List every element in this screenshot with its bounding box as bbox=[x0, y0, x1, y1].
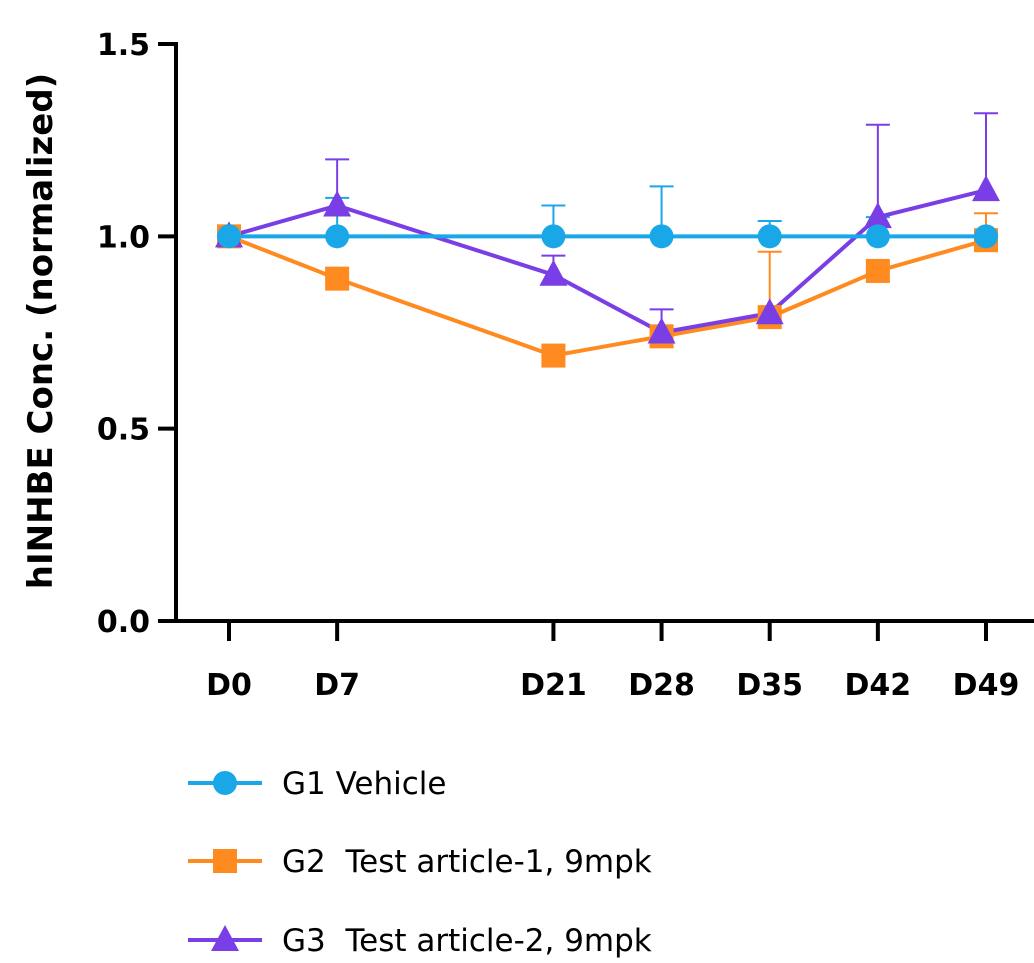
data-point bbox=[865, 224, 890, 249]
x-tick-label: D42 bbox=[845, 668, 912, 703]
series-markers bbox=[215, 175, 1000, 368]
y-tick-label: 0.0 bbox=[97, 605, 150, 640]
x-tick-label: D0 bbox=[206, 668, 252, 703]
legend-marker bbox=[211, 925, 239, 951]
y-tick-label: 0.5 bbox=[97, 413, 150, 448]
data-point bbox=[755, 298, 784, 325]
legend: G1 Vehicle G2 Test article-1, 9mpk G3 Test… bbox=[188, 766, 652, 959]
data-point bbox=[539, 259, 568, 286]
error-bars bbox=[325, 112, 998, 333]
x-tick-label: D35 bbox=[736, 668, 803, 703]
data-point bbox=[647, 317, 676, 344]
axes: 0.0 0.5 1.0 1.5 D0 D7 D21 D28 D35 D42 D49 bbox=[97, 28, 1034, 703]
legend-label: G2 Test article-1, 9mpk bbox=[282, 844, 652, 880]
data-point bbox=[541, 224, 566, 249]
legend-label: G1 Vehicle bbox=[282, 766, 446, 802]
x-tick-label: D49 bbox=[953, 668, 1020, 703]
data-point bbox=[974, 224, 998, 249]
y-tick-label: 1.5 bbox=[97, 28, 150, 63]
y-tick-label: 1.0 bbox=[97, 220, 150, 255]
y-axis-title: hINHBE Conc. (normalized) bbox=[21, 73, 61, 589]
data-point bbox=[972, 175, 1000, 202]
data-point bbox=[217, 224, 241, 249]
data-point bbox=[865, 258, 890, 283]
data-point bbox=[649, 224, 674, 249]
series-line bbox=[228, 234, 987, 358]
x-tick-label: D7 bbox=[314, 668, 360, 703]
legend-marker bbox=[213, 849, 237, 873]
data-point bbox=[325, 266, 350, 291]
data-point bbox=[863, 202, 892, 229]
data-point bbox=[325, 224, 350, 249]
data-point bbox=[323, 190, 352, 217]
legend-label: G3 Test article-2, 9mpk bbox=[282, 923, 652, 959]
x-tick-label: D21 bbox=[520, 668, 587, 703]
x-tick-label: D28 bbox=[628, 668, 695, 703]
data-point bbox=[757, 224, 782, 249]
data-point bbox=[541, 343, 566, 368]
legend-marker bbox=[213, 771, 237, 795]
